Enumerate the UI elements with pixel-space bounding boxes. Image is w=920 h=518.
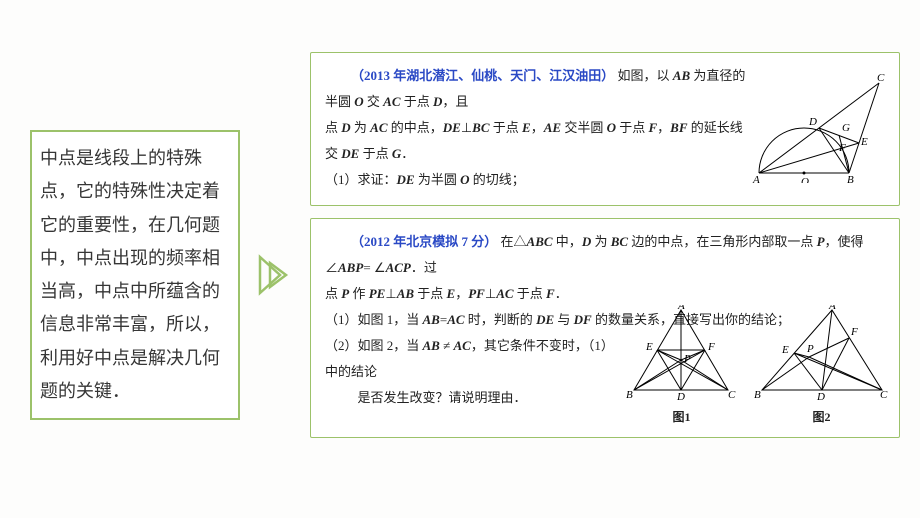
- problems-column: （2013 年湖北潜江、仙桃、天门、江汉油田） 如图，以 AB 为直径的半圆 O…: [310, 52, 900, 438]
- fig2-label: 图2: [754, 405, 889, 429]
- problem-card-2: （2012 年北京模拟 7 分） 在△ABC 中，D 为 BC 边的中点，在三角…: [310, 218, 900, 438]
- svg-text:C: C: [880, 389, 888, 401]
- intro-text: 中点是线段上的特殊点，它的特殊性决定着它的重要性，在几何题中，中点出现的频率相当…: [40, 148, 220, 401]
- svg-text:D: D: [816, 391, 825, 403]
- svg-text:D: D: [676, 391, 685, 403]
- p1-q1: （1）求证：DE 为半圆 O 的切线；: [325, 167, 749, 193]
- problem-card-1: （2013 年湖北潜江、仙桃、天门、江汉油田） 如图，以 AB 为直径的半圆 O…: [310, 52, 900, 206]
- svg-text:D: D: [808, 116, 817, 128]
- p2-source: （2012 年北京模拟 7 分）: [351, 234, 497, 249]
- p2-figure-1: A B C D E F P 图1: [624, 305, 739, 429]
- svg-text:C: C: [728, 389, 736, 401]
- svg-text:O: O: [801, 176, 809, 183]
- svg-text:F: F: [707, 341, 715, 353]
- svg-text:B: B: [626, 389, 633, 401]
- svg-text:C: C: [877, 73, 885, 84]
- p2-figure-2: A B C D E F P 图2: [754, 305, 889, 429]
- p1-line2: 点 D 为 AC 的中点，DE⊥BC 于点 E，AE 交半圆 O 于点 F，BF…: [325, 115, 749, 167]
- svg-text:G: G: [842, 122, 850, 134]
- svg-text:F: F: [838, 142, 846, 154]
- svg-text:B: B: [754, 389, 761, 401]
- p1-figure: A B C D E F G O: [749, 73, 889, 183]
- svg-text:P: P: [683, 353, 691, 365]
- svg-text:B: B: [847, 174, 854, 183]
- svg-text:E: E: [645, 341, 653, 353]
- p2-line1: （2012 年北京模拟 7 分） 在△ABC 中，D 为 BC 边的中点，在三角…: [325, 229, 885, 281]
- svg-text:F: F: [850, 326, 858, 338]
- svg-text:E: E: [781, 344, 789, 356]
- p2-line2: 点 P 作 PE⊥AB 于点 E，PF⊥AC 于点 F．: [325, 281, 885, 307]
- svg-text:E: E: [860, 136, 868, 148]
- svg-text:A: A: [752, 174, 760, 183]
- fig1-label: 图1: [624, 405, 739, 429]
- p1-line1: （2013 年湖北潜江、仙桃、天门、江汉油田） 如图，以 AB 为直径的半圆 O…: [325, 63, 749, 115]
- arrow-icon: [258, 255, 298, 295]
- svg-text:P: P: [806, 343, 814, 355]
- intro-box: 中点是线段上的特殊点，它的特殊性决定着它的重要性，在几何题中，中点出现的频率相当…: [30, 130, 240, 420]
- svg-text:A: A: [828, 305, 836, 312]
- svg-text:A: A: [677, 305, 685, 312]
- p1-source: （2013 年湖北潜江、仙桃、天门、江汉油田）: [351, 68, 614, 83]
